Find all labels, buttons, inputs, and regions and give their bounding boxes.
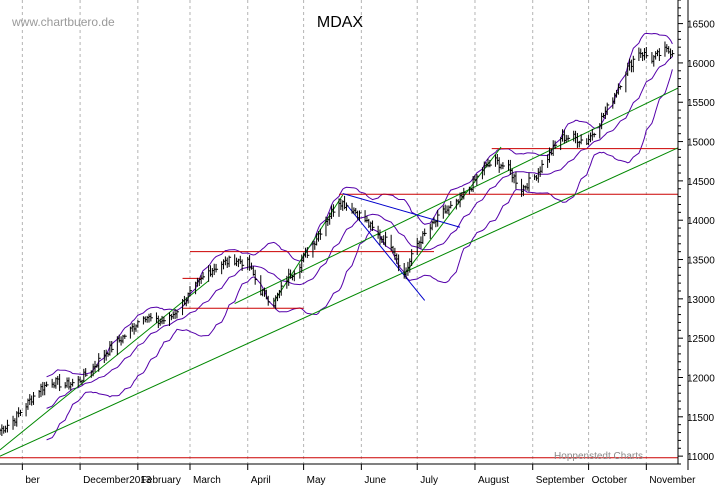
x-tick-label: April bbox=[251, 475, 271, 485]
y-tick-label: 13500 bbox=[687, 256, 715, 267]
y-tick-label: 14000 bbox=[687, 216, 715, 227]
x-tick-label: December2013 bbox=[83, 475, 152, 485]
y-tick-label: 16500 bbox=[687, 20, 715, 31]
x-tick-label: May bbox=[307, 475, 326, 485]
x-tick-label: July bbox=[420, 475, 438, 485]
y-tick-label: 15500 bbox=[687, 98, 715, 109]
x-tick-label: October bbox=[592, 475, 628, 485]
y-tick-label: 16000 bbox=[687, 59, 715, 70]
x-tick-label: June bbox=[364, 475, 386, 485]
y-tick-label: 11500 bbox=[687, 413, 715, 424]
x-tick-label: August bbox=[478, 475, 509, 485]
chart-title: MDAX bbox=[317, 14, 364, 31]
x-tick-label: ber bbox=[25, 475, 40, 485]
trend-line bbox=[403, 146, 502, 275]
x-tick-label: March bbox=[193, 475, 221, 485]
trend-line bbox=[342, 192, 461, 228]
x-tick-label: February bbox=[141, 475, 181, 485]
trend-line bbox=[0, 280, 209, 451]
trend-line bbox=[0, 147, 679, 457]
trend-line bbox=[234, 87, 679, 305]
x-tick-label: September bbox=[536, 475, 586, 485]
x-tick-label: November bbox=[649, 475, 696, 485]
upper-band bbox=[46, 32, 673, 378]
y-tick-label: 12500 bbox=[687, 334, 715, 345]
y-tick-label: 14500 bbox=[687, 177, 715, 188]
y-axis: 11000 11500 12000 12500 13000 13500 14000 14500… bbox=[678, 0, 715, 470]
y-tick-label: 12000 bbox=[687, 373, 715, 384]
y-tick-label: 11000 bbox=[687, 452, 715, 463]
trend-lines bbox=[0, 87, 679, 457]
credit-text: Hoppenstedt Charts bbox=[554, 451, 643, 462]
y-tick-label: 15000 bbox=[687, 138, 715, 149]
grid-layer bbox=[21, 0, 647, 464]
watermark-text: www.chartbuero.de bbox=[11, 15, 115, 29]
price-bars bbox=[0, 41, 675, 436]
lower-band bbox=[46, 69, 673, 441]
y-tick-label: 13000 bbox=[687, 295, 715, 306]
